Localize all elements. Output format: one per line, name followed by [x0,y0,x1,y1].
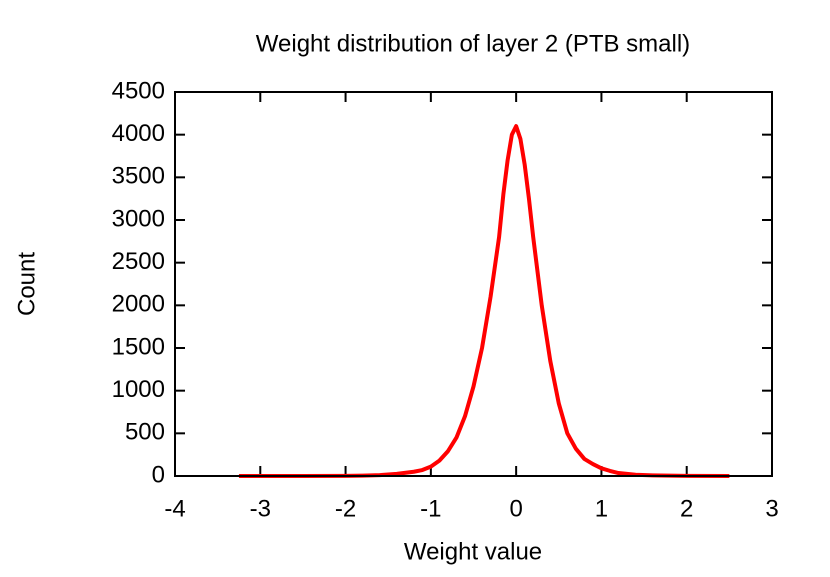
chart-title: Weight distribution of layer 2 (PTB smal… [256,30,690,57]
x-tick-label: -1 [420,495,441,522]
x-tick-label: -2 [335,495,356,522]
x-tick-label: -4 [164,495,185,522]
x-tick-label: 1 [595,495,608,522]
data-line [238,124,730,478]
x-tick-label: 2 [680,495,693,522]
y-tick-label: 0 [152,461,165,488]
y-tick-label: 4500 [112,77,165,104]
x-tick-label: -3 [250,495,271,522]
y-tick-label: 500 [125,419,165,446]
y-axis-label: Count [13,252,40,316]
y-tick-label: 1500 [112,333,165,360]
y-tick-label: 2000 [112,291,165,318]
y-tick-label: 3000 [112,205,165,232]
x-tick-label: 0 [509,495,522,522]
y-tick-label: 1000 [112,376,165,403]
y-tick-label: 4000 [112,120,165,147]
x-tick-label: 3 [765,495,778,522]
plot-frame [174,91,773,477]
y-tick-label: 3500 [112,163,165,190]
x-axis-label: Weight value [404,538,542,565]
y-tick-label: 2500 [112,248,165,275]
